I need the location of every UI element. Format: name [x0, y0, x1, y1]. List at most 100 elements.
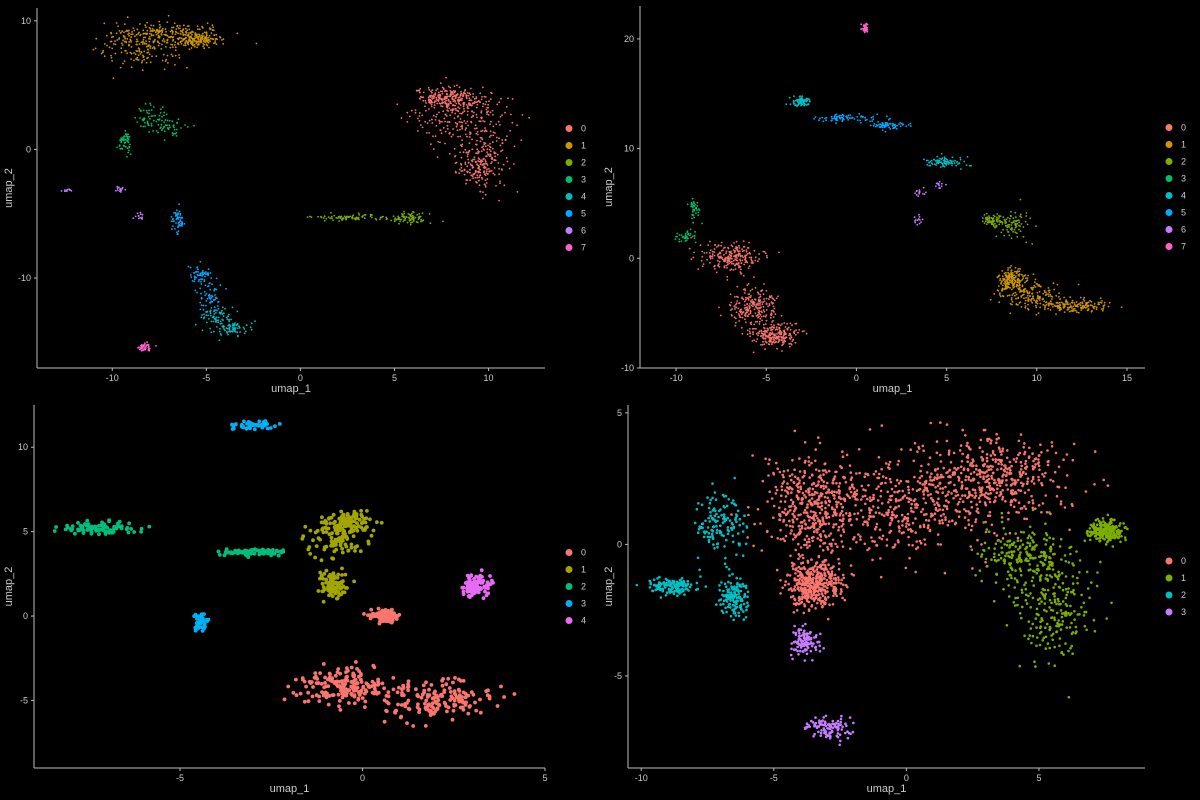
data-point	[1095, 308, 1098, 311]
data-point	[143, 42, 146, 44]
data-point	[469, 103, 471, 105]
data-point	[363, 688, 368, 693]
data-point	[128, 41, 131, 43]
data-point	[742, 288, 745, 291]
data-point	[460, 698, 465, 703]
data-point	[743, 292, 746, 294]
data-point	[174, 212, 177, 214]
data-point	[147, 45, 150, 47]
data-point	[149, 118, 151, 120]
data-point	[770, 313, 772, 316]
data-point	[733, 255, 735, 258]
data-point	[152, 115, 154, 117]
data-point	[997, 217, 1000, 220]
data-point	[438, 111, 440, 114]
data-point	[779, 333, 782, 336]
data-point	[442, 126, 445, 129]
data-point	[743, 263, 746, 266]
data-point	[484, 184, 487, 187]
data-point	[726, 263, 729, 266]
data-point	[180, 37, 183, 40]
data-point	[1037, 312, 1040, 315]
data-point	[726, 259, 729, 262]
data-point	[161, 119, 163, 122]
data-point	[851, 117, 853, 119]
data-point	[860, 115, 863, 117]
data-point	[726, 267, 728, 269]
data-point	[419, 124, 422, 126]
data-point	[491, 156, 494, 159]
data-point	[692, 200, 695, 203]
data-point	[202, 317, 205, 319]
data-point	[749, 306, 751, 308]
data-point	[1016, 236, 1019, 238]
data-point	[1005, 218, 1008, 221]
data-point	[750, 259, 753, 262]
data-point	[203, 43, 206, 46]
data-point	[1002, 295, 1005, 298]
data-point	[729, 293, 732, 296]
data-point	[369, 607, 374, 612]
data-point	[224, 307, 226, 310]
data-point	[771, 331, 774, 334]
data-point	[458, 172, 461, 175]
data-point	[225, 287, 227, 290]
data-point	[511, 98, 514, 100]
data-point	[408, 219, 411, 222]
data-point	[457, 106, 459, 109]
data-point	[423, 701, 427, 706]
data-point	[378, 619, 382, 623]
data-point	[394, 614, 399, 619]
data-point	[131, 31, 134, 33]
data-point	[440, 694, 444, 698]
data-point	[1035, 282, 1038, 285]
legend-label-6: 6	[1181, 225, 1186, 235]
data-point	[212, 320, 215, 323]
data-point	[263, 549, 267, 554]
data-point	[332, 219, 334, 222]
data-point	[419, 695, 424, 700]
data-point	[701, 265, 704, 268]
data-point	[495, 136, 498, 139]
data-point	[197, 40, 200, 43]
data-point	[201, 314, 203, 316]
data-point	[745, 296, 747, 299]
data-point	[208, 282, 211, 285]
data-point	[466, 92, 469, 94]
data-point	[429, 683, 434, 687]
data-point	[781, 339, 783, 341]
data-point	[764, 332, 766, 334]
data-point	[1009, 228, 1012, 231]
data-point	[871, 120, 874, 122]
data-point	[678, 238, 681, 241]
data-point	[730, 250, 732, 253]
data-point	[424, 698, 429, 703]
data-point	[95, 37, 98, 40]
data-point	[197, 271, 200, 273]
data-point	[205, 311, 208, 314]
data-point	[213, 309, 216, 312]
data-point	[929, 160, 932, 163]
data-point	[160, 29, 163, 32]
data-point	[1021, 284, 1024, 286]
data-point	[789, 345, 791, 348]
data-point	[391, 687, 396, 692]
data-point	[107, 519, 111, 524]
data-point	[491, 147, 494, 150]
data-point	[503, 184, 506, 187]
data-point	[1022, 289, 1025, 292]
data-point	[76, 520, 80, 525]
data-point	[1032, 297, 1035, 300]
data-point	[479, 171, 482, 174]
data-point	[351, 685, 356, 689]
data-point	[418, 213, 421, 215]
data-point	[463, 173, 466, 176]
data-point	[322, 587, 327, 592]
data-point	[160, 123, 163, 126]
data-point	[959, 158, 962, 161]
data-point	[298, 691, 303, 696]
data-point	[477, 99, 480, 102]
data-point	[1001, 275, 1004, 278]
data-point	[174, 54, 177, 57]
data-point	[744, 289, 747, 292]
